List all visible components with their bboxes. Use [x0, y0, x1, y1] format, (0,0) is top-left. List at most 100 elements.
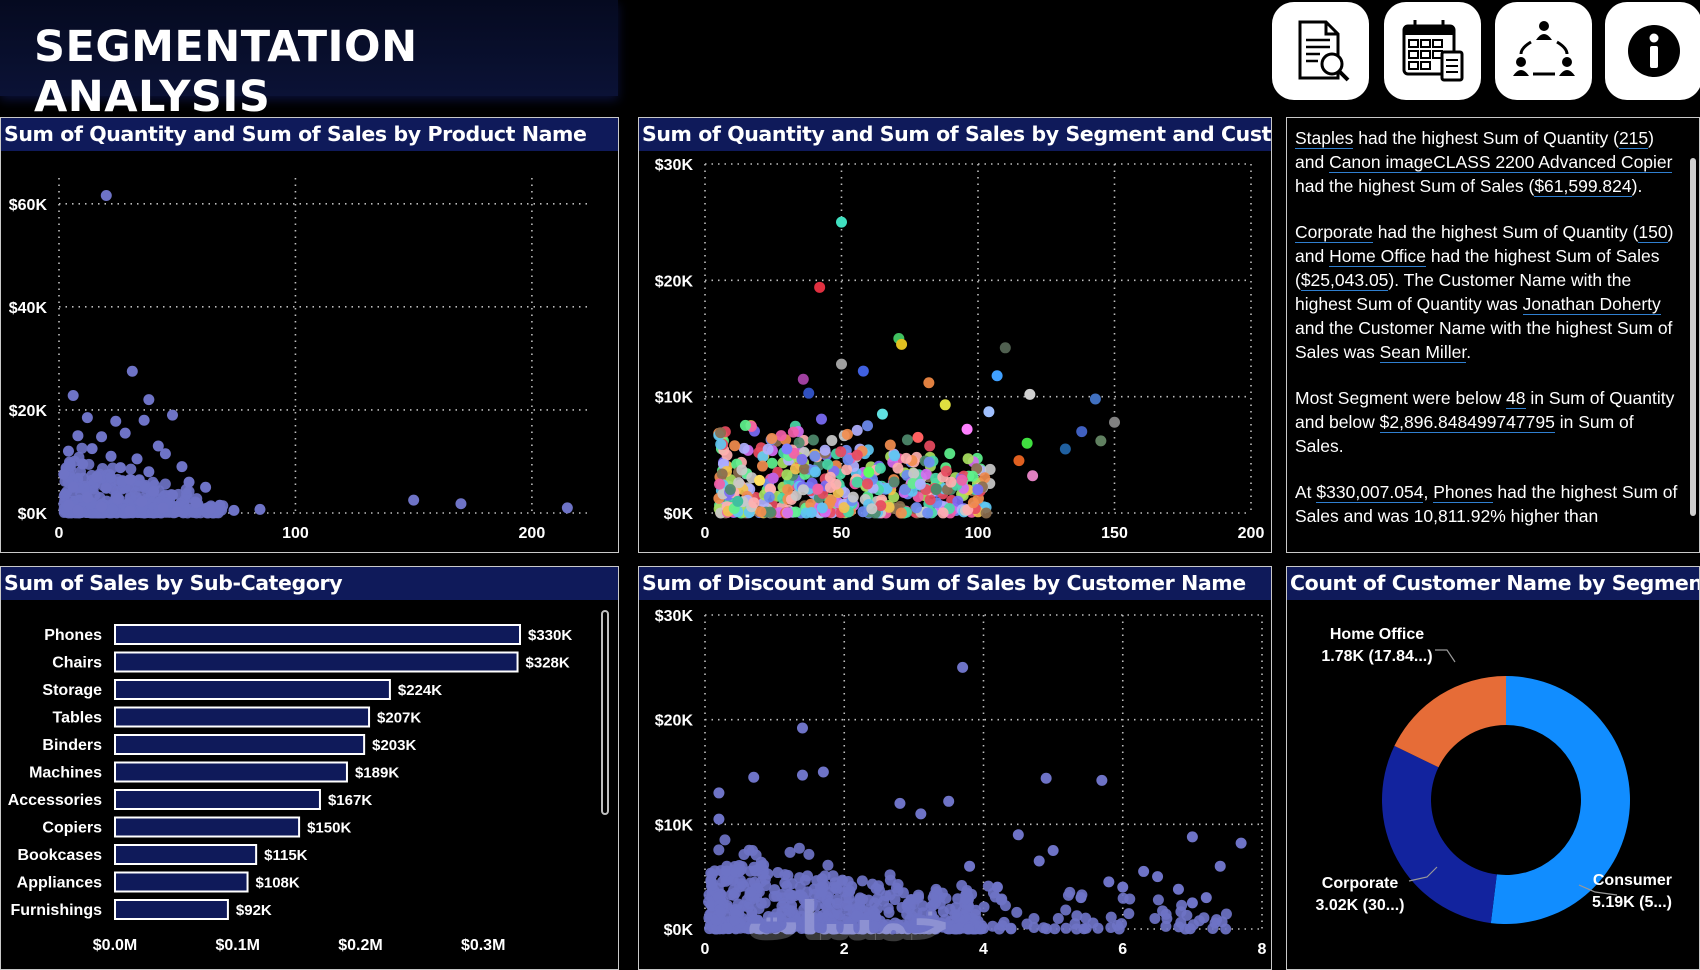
narrative-scrollbar[interactable]: [1690, 158, 1696, 516]
category-label: Phones: [44, 627, 102, 644]
data-point: [112, 493, 124, 505]
calendar-button[interactable]: [1384, 2, 1481, 100]
data-point: [125, 463, 137, 475]
data-point: [899, 484, 911, 496]
narrative-paragraph-3: Most Segment were below 48 in Sum of Qua…: [1295, 386, 1685, 458]
data-point: [1021, 437, 1033, 449]
narrative-link[interactable]: Corporate: [1295, 222, 1373, 243]
data-point: [943, 795, 955, 807]
data-point: [77, 458, 89, 470]
data-point: [815, 413, 827, 425]
data-point: [713, 478, 725, 490]
narrative-link[interactable]: Canon imageCLASS 2200 Advanced Copier: [1329, 152, 1673, 173]
narrative-text-run: ) and: [1295, 222, 1674, 266]
data-point: [999, 342, 1011, 354]
donut-slice: [1394, 676, 1506, 768]
data-point: [924, 494, 936, 506]
data-point: [1011, 906, 1023, 918]
segment-scatter-chart[interactable]: $0K $10K $20K $30K 0 50 100 150 200: [639, 118, 1272, 553]
data-point: [789, 463, 801, 475]
info-button[interactable]: [1605, 2, 1700, 100]
narrative-link[interactable]: Jonathan Doherty: [1522, 294, 1661, 315]
data-point: [796, 454, 808, 466]
narrative-text-run: At: [1295, 482, 1317, 502]
data-point: [1040, 923, 1052, 935]
report-search-button[interactable]: [1272, 2, 1369, 100]
data-point: [724, 483, 736, 495]
data-point: [716, 468, 728, 480]
narrative-link[interactable]: Home Office: [1329, 246, 1426, 267]
data-point: [126, 365, 138, 377]
data-point: [1059, 443, 1071, 455]
data-point: [114, 462, 126, 474]
data-point: [900, 452, 912, 464]
data-point: [802, 923, 814, 935]
data-point: [732, 495, 744, 507]
data-point: [183, 476, 195, 488]
document-search-icon: [1298, 20, 1350, 82]
narrative-text-run: ).: [1631, 176, 1643, 196]
subcategory-bar-chart[interactable]: Phones $330K Chairs $328K Storage $224K Tables…: [1, 567, 619, 970]
people-network-icon: [1513, 21, 1575, 76]
data-point: [739, 419, 751, 431]
data-point: [1160, 920, 1172, 932]
narrative-link[interactable]: $25,043.05: [1300, 270, 1389, 291]
discount-scatter-chart[interactable]: $0K $10K $20K $30K 0 2 4 6 8: [639, 567, 1272, 970]
narrative-link[interactable]: 48: [1506, 388, 1526, 409]
data-point: [857, 893, 869, 905]
bar: [114, 624, 521, 645]
data-point: [961, 887, 973, 899]
data-point: [890, 882, 902, 894]
data-point: [1027, 470, 1039, 482]
data-point: [730, 866, 742, 878]
leader-line: [1435, 649, 1456, 663]
data-point: [803, 848, 815, 860]
data-point: [729, 914, 741, 926]
data-point: [930, 883, 942, 895]
segments-button[interactable]: [1495, 2, 1592, 100]
data-point: [734, 881, 746, 893]
data-point: [983, 406, 995, 418]
data-point: [136, 496, 148, 508]
narrative-text-run: .: [1466, 342, 1472, 362]
data-point: [1152, 894, 1164, 906]
narrative-link[interactable]: Sean Miller: [1379, 342, 1467, 363]
data-point: [561, 502, 573, 514]
data-point: [736, 464, 748, 476]
y-tick-label: $60K: [9, 197, 48, 214]
product-scatter-chart[interactable]: $0K $20K $40K $60K 0 100 200: [1, 118, 619, 553]
data-point: [798, 463, 810, 475]
bar: [114, 761, 348, 783]
data-point: [912, 431, 924, 443]
bar-chart-scrollbar[interactable]: [601, 610, 609, 815]
bar: [114, 734, 366, 755]
narrative-link[interactable]: $330,007.054: [1316, 482, 1424, 503]
data-point: [743, 844, 755, 856]
y-tick-label: $20K: [655, 713, 694, 730]
segment-donut-chart[interactable]: Consumer 5.19K (5...) Corporate 3.02K (30..…: [1287, 567, 1700, 970]
narrative-link[interactable]: Phones: [1433, 482, 1493, 503]
data-point: [812, 910, 824, 922]
data-point: [81, 412, 93, 424]
x-tick-label: 8: [1258, 941, 1267, 958]
watermark: خمسات: [746, 890, 951, 953]
data-point: [816, 502, 828, 514]
narrative-link[interactable]: $2,896.848499747795: [1379, 412, 1555, 433]
data-label: $224K: [398, 682, 442, 699]
narrative-link[interactable]: 215: [1618, 128, 1649, 149]
data-point: [72, 504, 84, 516]
x-tick-label: 4: [979, 941, 988, 958]
data-point: [733, 477, 745, 489]
subcategory-bar-panel: Sum of Sales by Sub-Category Phones $330K…: [0, 566, 619, 970]
narrative-link[interactable]: Staples: [1295, 128, 1354, 149]
narrative-link[interactable]: $61,599.824: [1534, 176, 1632, 197]
data-point: [1152, 871, 1164, 883]
data-point: [841, 464, 853, 476]
narrative-text-run: had the highest Sum of Sales (: [1295, 176, 1535, 196]
data-point: [1186, 831, 1198, 843]
data-point: [176, 461, 188, 473]
bar: [114, 844, 258, 865]
x-tick-label: 100: [282, 525, 309, 542]
narrative-link[interactable]: 150: [1638, 222, 1668, 243]
data-point: [67, 481, 79, 493]
